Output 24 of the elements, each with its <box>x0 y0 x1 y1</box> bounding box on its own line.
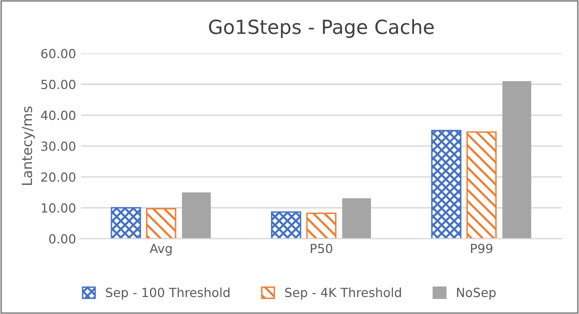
bar <box>502 81 532 239</box>
bar <box>270 211 302 239</box>
legend-label: Sep - 100 Threshold <box>106 288 230 300</box>
x-tick-label: Avg <box>150 244 172 256</box>
legend-label: Sep - 4K Threshold <box>285 288 401 300</box>
bar <box>466 131 497 239</box>
bar <box>342 198 372 239</box>
bar <box>110 207 142 239</box>
y-tick-label: 40.00 <box>41 110 76 120</box>
x-tick-label: P50 <box>310 244 332 254</box>
bar <box>306 212 336 239</box>
y-tick-label: 60.00 <box>41 48 76 58</box>
chart-title: Go1Steps - Page Cache <box>209 19 434 38</box>
y-tick-label: 20.00 <box>41 172 76 182</box>
y-tick-label: 10.00 <box>42 203 76 213</box>
y-tick-label: 0.00 <box>49 234 76 244</box>
x-tick-label: P99 <box>471 244 492 254</box>
y-axis-title: Lantecy/ms <box>22 106 35 185</box>
legend-label: NoSep <box>457 288 496 300</box>
y-tick-label: 50.00 <box>41 80 76 90</box>
y-tick-label: 30.00 <box>41 141 76 151</box>
bar <box>146 208 176 239</box>
bar <box>182 192 211 239</box>
bar <box>431 130 462 239</box>
